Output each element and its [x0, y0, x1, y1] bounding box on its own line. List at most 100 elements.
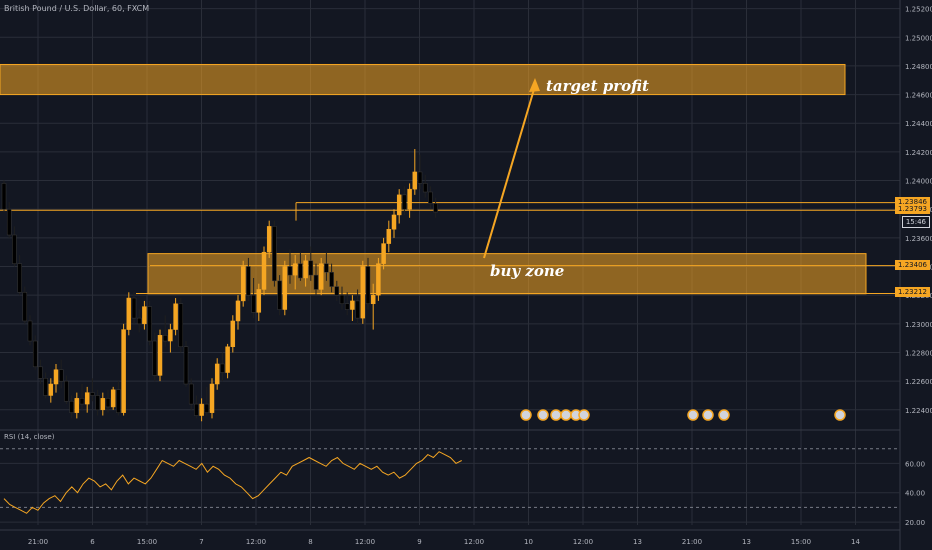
- candle-body: [251, 294, 256, 313]
- symbol-title: British Pound / U.S. Dollar, 60, FXCM: [4, 4, 150, 13]
- candle-body: [6, 208, 12, 236]
- candle-body: [308, 260, 314, 276]
- x-tick-label: 21:00: [682, 538, 702, 546]
- candle-body: [17, 263, 22, 293]
- x-tick-label: 8: [308, 538, 312, 546]
- candle-body: [220, 363, 225, 373]
- zone-rect: [147, 253, 867, 295]
- candle-body: [303, 260, 308, 279]
- x-tick-label: 12:00: [355, 538, 375, 546]
- price-tag: 15:46: [901, 216, 930, 229]
- y-tick-label: 1.22400: [905, 407, 932, 415]
- price-tag: 1.23793: [895, 204, 930, 215]
- candle-body: [292, 263, 298, 276]
- candle-body: [365, 266, 371, 305]
- candle-body: [131, 297, 137, 319]
- price-tag: 1.23846: [895, 196, 930, 207]
- candle-body: [1, 183, 7, 210]
- y-tick-label: 1.24600: [905, 92, 932, 100]
- candle-body: [90, 392, 95, 396]
- candle-body: [417, 171, 423, 184]
- candle-body: [48, 383, 54, 396]
- event-marker-icon: [718, 409, 730, 421]
- candle-body: [121, 329, 126, 413]
- candle-body: [95, 395, 100, 411]
- event-marker-icon: [702, 409, 714, 421]
- x-tick-label: 13: [633, 538, 642, 546]
- candle-body: [381, 243, 386, 264]
- target-profit-label: target profit: [546, 77, 649, 95]
- candle-body: [261, 251, 267, 290]
- candle-body: [199, 403, 204, 416]
- y-tick-label: 1.24400: [905, 120, 932, 128]
- y-tick-label: 1.25000: [905, 34, 932, 42]
- rsi-title: RSI (14, close): [4, 433, 55, 441]
- candle-body: [407, 188, 412, 210]
- candle-body: [110, 389, 116, 408]
- y-tick-label: 1.25200: [905, 6, 932, 14]
- x-tick-label: 14: [851, 538, 860, 546]
- candle-body: [157, 335, 163, 376]
- x-tick-label: 9: [417, 538, 421, 546]
- x-tick-label: 12:00: [573, 538, 593, 546]
- event-marker-icon: [687, 409, 699, 421]
- x-tick-label: 15:00: [137, 538, 157, 546]
- candle-body: [79, 398, 85, 405]
- candle-body: [43, 378, 48, 396]
- candle-body: [168, 329, 173, 342]
- price-tag: 1.23406: [895, 259, 930, 270]
- candle-body: [194, 403, 199, 416]
- candle-body: [64, 380, 69, 402]
- candle-body: [256, 289, 262, 313]
- candle-body: [360, 266, 366, 319]
- rsi-tick-label: 60.00: [905, 460, 925, 468]
- candle-body: [402, 194, 407, 210]
- candle-body: [225, 346, 230, 373]
- x-tick-label: 12:00: [464, 538, 484, 546]
- candle-body: [428, 191, 433, 204]
- candle-body: [313, 274, 319, 290]
- candle-body: [22, 292, 28, 322]
- x-tick-label: 6: [90, 538, 95, 546]
- x-tick-label: 21:00: [28, 538, 48, 546]
- candle-body: [235, 300, 241, 322]
- projection-arrow: [483, 85, 536, 259]
- price-tag: 1.23212: [895, 287, 930, 298]
- y-tick-label: 1.24000: [905, 178, 932, 186]
- candle-body: [329, 271, 334, 287]
- candle-body: [272, 226, 277, 282]
- y-tick-label: 1.22600: [905, 378, 932, 386]
- candle-body: [74, 398, 80, 413]
- candle-body: [53, 369, 59, 385]
- candle-body: [116, 389, 121, 413]
- candle-body: [204, 403, 210, 413]
- y-tick-label: 1.23000: [905, 321, 932, 329]
- candle-body: [32, 340, 38, 368]
- x-tick-label: 7: [199, 538, 203, 546]
- x-tick-label: 10: [524, 538, 533, 546]
- y-tick-label: 1.24800: [905, 63, 932, 71]
- x-tick-label: 13: [742, 538, 751, 546]
- event-marker-icon: [520, 409, 532, 421]
- candle-body: [214, 363, 220, 385]
- candle-body: [178, 303, 184, 348]
- candle-body: [287, 266, 293, 276]
- candle-body: [324, 263, 329, 273]
- candle-body: [334, 286, 340, 296]
- candle-body: [147, 306, 152, 342]
- arrow-head-icon: [529, 78, 540, 92]
- y-tick-label: 1.22800: [905, 349, 932, 357]
- event-marker-icon: [560, 409, 572, 421]
- candle-body: [298, 263, 303, 279]
- event-marker-icon: [550, 409, 562, 421]
- candle-body: [84, 392, 90, 405]
- event-marker-icon: [834, 409, 846, 421]
- y-tick-label: 1.24200: [905, 149, 932, 157]
- candle-body: [183, 346, 189, 385]
- candle-body: [282, 266, 288, 310]
- zone-rect: [0, 63, 846, 96]
- candle-body: [391, 214, 397, 230]
- candle-body: [58, 369, 64, 382]
- candle-body: [142, 306, 147, 325]
